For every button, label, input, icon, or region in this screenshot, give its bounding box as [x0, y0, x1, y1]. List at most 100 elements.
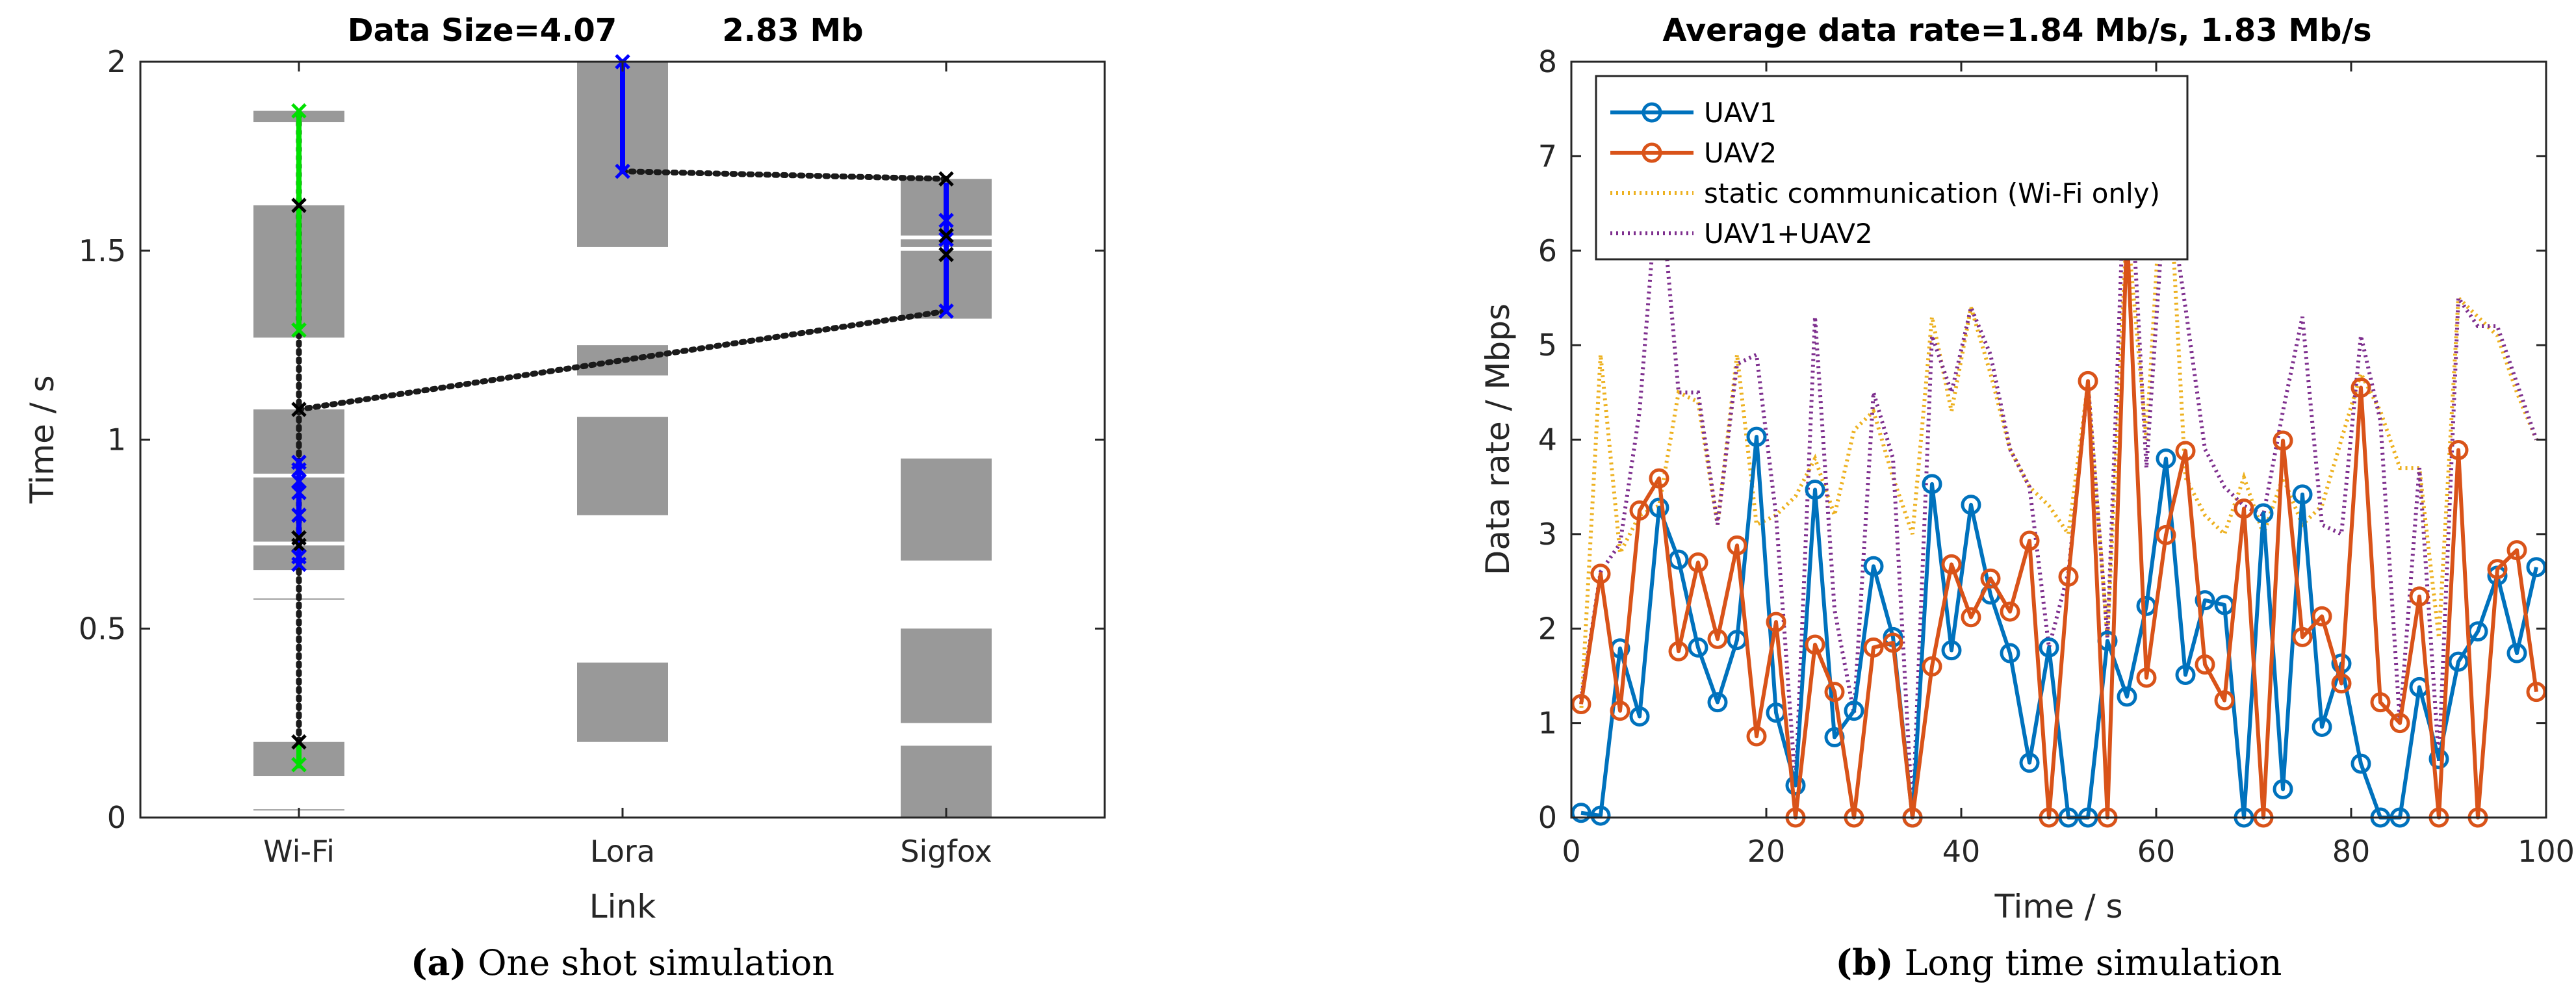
event-marker [291, 322, 307, 338]
series-2 [1579, 109, 2538, 714]
x-tick-label: 0 [1562, 834, 1580, 869]
data-point [2526, 682, 2547, 703]
data-point [2234, 498, 2254, 519]
data-point [1941, 554, 1962, 574]
event-marker [291, 103, 307, 119]
data-point [2312, 606, 2332, 626]
chart-b-caption-letter: (b) [1836, 942, 1894, 983]
y-tick-label: 1 [1538, 706, 1557, 741]
event-marker [291, 734, 307, 750]
data-point [2214, 690, 2235, 711]
chart-a-y-label: Time / s [23, 375, 61, 504]
y-tick-label: 5 [1538, 328, 1557, 363]
data-point [1688, 637, 1708, 658]
event-marker [291, 756, 307, 773]
data-point [1863, 637, 1884, 658]
legend-marker [1642, 142, 1662, 163]
data-point [2078, 370, 2098, 391]
series-3 [1579, 109, 2538, 818]
chart-a-title-part2: 2.83 Mb [722, 12, 863, 49]
data-point [2506, 540, 2527, 561]
y-tick-label: 6 [1538, 233, 1557, 268]
legend-item: UAV2 [1610, 137, 1777, 169]
chart-b-title: Average data rate=1.84 Mb/s, 1.83 Mb/s [1662, 12, 2371, 49]
event-marker [291, 530, 307, 546]
data-point [2253, 503, 2274, 524]
chart-b-y-label: Data rate / Mbps [1479, 303, 1517, 575]
y-tick-label: 0.5 [79, 611, 126, 646]
legend-item: UAV1+UAV2 [1610, 218, 1873, 250]
data-point [1668, 641, 1689, 662]
legend-label: UAV2 [1704, 137, 1777, 169]
x-tick-label: 60 [2137, 834, 2176, 869]
y-tick-label: 3 [1538, 517, 1557, 552]
x-tick-label: 100 [2518, 834, 2575, 869]
chart-a-caption-text: One shot simulation [467, 942, 834, 983]
series-line [1580, 435, 2538, 819]
data-point [2117, 686, 2137, 707]
data-point [2039, 637, 2059, 658]
data-point [1590, 805, 1611, 826]
chart-b-caption: (b) Long time simulation [1836, 942, 2282, 983]
legend-item: UAV1 [1610, 97, 1777, 129]
chart-b-caption-text: Long time simulation [1893, 942, 2282, 983]
chart-long-time: Average data rate=1.84 Mb/s, 1.83 Mb/s 0… [1479, 12, 2575, 983]
data-point [2448, 439, 2469, 460]
busy-block [901, 458, 992, 561]
x-tick-label: 40 [1942, 834, 1981, 869]
data-point [2000, 601, 2020, 622]
data-point [2487, 559, 2508, 580]
event-marker [938, 231, 954, 248]
data-point [2273, 779, 2293, 799]
chart-a-title-part1: Data Size=4.07 [348, 12, 617, 49]
data-point [1922, 474, 1942, 495]
data-point [2136, 667, 2157, 688]
busy-block [901, 745, 992, 818]
data-point [1746, 726, 1767, 747]
data-point [1844, 701, 1864, 721]
transfer-path [619, 168, 949, 182]
event-marker [291, 485, 307, 500]
event-marker [291, 473, 307, 489]
series-line [1579, 109, 2538, 714]
data-point [2312, 716, 2332, 737]
data-point [2389, 713, 2410, 734]
y-tick-label: 0 [1538, 800, 1557, 835]
x-tick-label: 80 [2332, 834, 2371, 869]
data-point [2156, 524, 2176, 545]
y-tick-label: 2 [107, 44, 126, 79]
busy-block [577, 662, 668, 742]
event-marker [291, 454, 307, 471]
series-line [1579, 109, 2538, 818]
x-tick-label: Wi-Fi [263, 834, 335, 869]
data-point [1590, 563, 1611, 584]
data-point [2058, 566, 2079, 587]
data-point [1922, 656, 1942, 677]
data-point [2428, 749, 2449, 769]
data-point [1863, 556, 1884, 576]
data-point [1766, 612, 1786, 632]
event-marker [291, 508, 307, 523]
x-tick-label: 20 [1747, 834, 1786, 869]
y-tick-label: 0 [107, 800, 126, 835]
data-point [2292, 626, 2313, 647]
x-tick-label: Lora [590, 834, 655, 869]
data-point [1727, 535, 1747, 556]
data-point [1785, 775, 1806, 796]
busy-block [577, 417, 668, 515]
event-marker [291, 548, 307, 565]
data-point [1746, 426, 1767, 447]
data-point [2506, 643, 2527, 664]
busy-block [901, 628, 992, 723]
event-marker [291, 198, 307, 213]
data-point [2273, 430, 2293, 451]
data-point [1688, 552, 1708, 573]
data-point [2195, 590, 2215, 611]
data-point [2331, 673, 2352, 694]
y-tick-label: 1.5 [79, 233, 126, 268]
data-point [1629, 500, 1650, 521]
data-point [2195, 654, 2215, 675]
y-tick-label: 1 [107, 422, 126, 458]
event-marker [938, 227, 954, 244]
series-line [1579, 229, 2538, 819]
